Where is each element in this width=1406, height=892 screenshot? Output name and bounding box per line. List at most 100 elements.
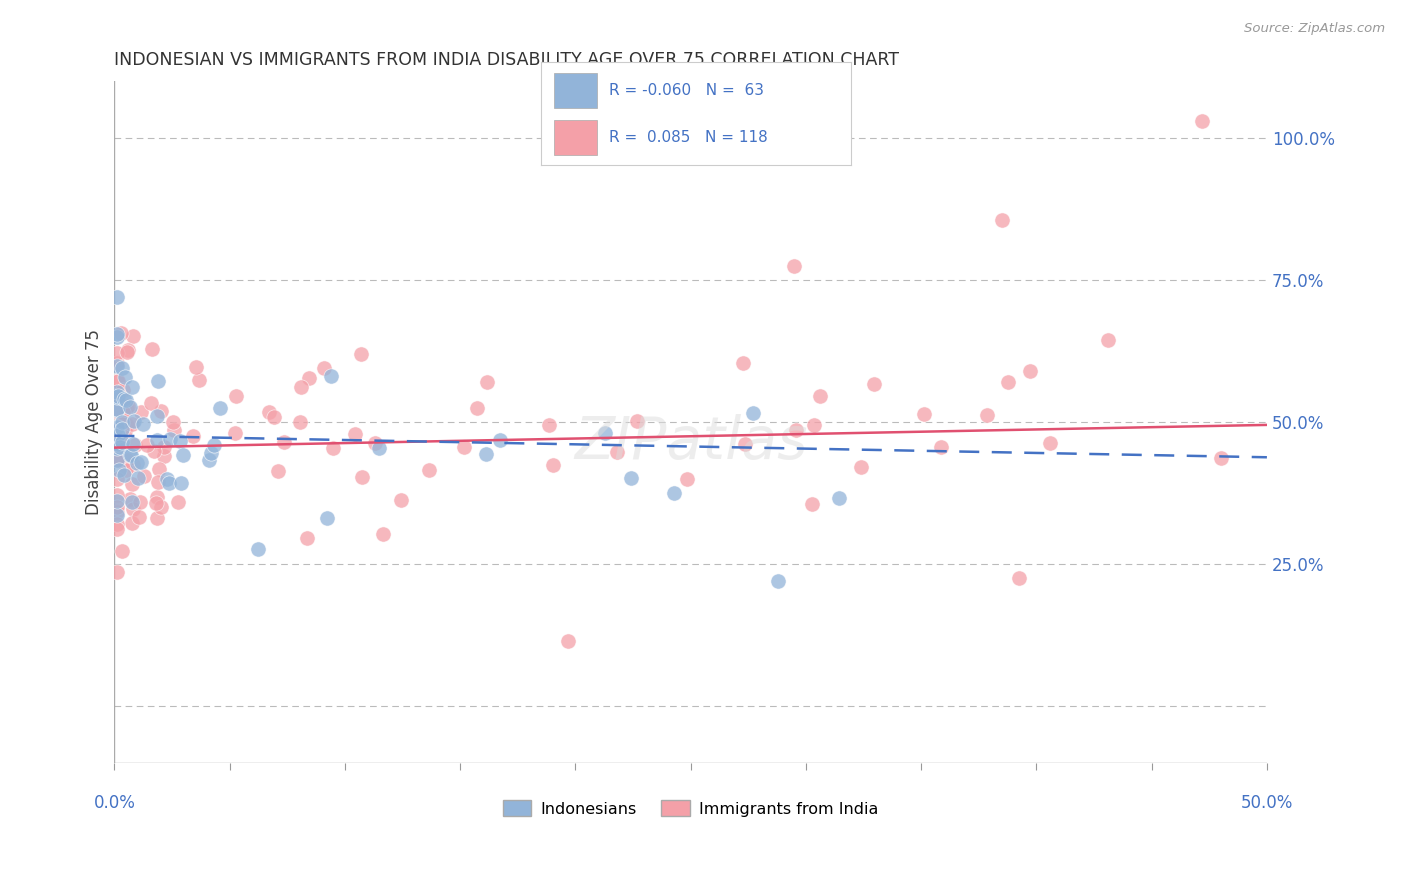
Immigrants from India <box>225 389 247 403</box>
Indonesians <box>159 433 181 447</box>
Immigrants from India <box>128 509 150 524</box>
Immigrants from India <box>1097 334 1119 348</box>
Immigrants from India <box>475 375 498 389</box>
Legend: Indonesians, Immigrants from India: Indonesians, Immigrants from India <box>496 794 886 823</box>
Immigrants from India <box>364 435 387 450</box>
Immigrants from India <box>117 399 139 413</box>
Immigrants from India <box>783 259 806 273</box>
Indonesians <box>107 437 129 451</box>
Immigrants from India <box>808 389 831 403</box>
Y-axis label: Disability Age Over 75: Disability Age Over 75 <box>86 329 103 515</box>
Immigrants from India <box>295 531 318 545</box>
Immigrants from India <box>606 445 628 459</box>
Immigrants from India <box>148 462 170 476</box>
Immigrants from India <box>108 434 131 448</box>
Immigrants from India <box>288 415 311 429</box>
Indonesians <box>108 441 131 455</box>
Immigrants from India <box>322 441 344 455</box>
Immigrants from India <box>105 402 128 417</box>
Indonesians <box>105 403 128 417</box>
Indonesians <box>107 389 129 403</box>
Immigrants from India <box>153 440 176 454</box>
Immigrants from India <box>166 494 188 508</box>
Immigrants from India <box>105 404 128 418</box>
Indonesians <box>319 369 342 384</box>
Immigrants from India <box>184 360 207 375</box>
Immigrants from India <box>912 408 935 422</box>
Immigrants from India <box>263 409 285 424</box>
Indonesians <box>105 401 128 416</box>
Indonesians <box>111 361 134 376</box>
Indonesians <box>742 406 765 420</box>
Indonesians <box>105 508 128 522</box>
Immigrants from India <box>997 375 1019 389</box>
Indonesians <box>105 384 128 399</box>
Immigrants from India <box>110 543 132 558</box>
Immigrants from India <box>350 470 373 484</box>
Immigrants from India <box>105 472 128 486</box>
Indonesians <box>105 453 128 467</box>
Indonesians <box>121 380 143 394</box>
Immigrants from India <box>121 417 143 431</box>
Indonesians <box>170 476 193 491</box>
Immigrants from India <box>675 472 697 486</box>
Indonesians <box>475 447 498 461</box>
Immigrants from India <box>145 496 167 510</box>
Immigrants from India <box>105 488 128 502</box>
Indonesians <box>112 392 135 407</box>
Indonesians <box>105 390 128 404</box>
Indonesians <box>105 327 128 342</box>
Immigrants from India <box>1039 436 1062 450</box>
Text: R = -0.060   N =  63: R = -0.060 N = 63 <box>609 83 765 97</box>
Indonesians <box>172 448 194 462</box>
Immigrants from India <box>141 343 163 357</box>
Immigrants from India <box>107 374 129 388</box>
Indonesians <box>111 415 134 429</box>
Text: 0.0%: 0.0% <box>93 794 135 812</box>
Indonesians <box>198 453 221 467</box>
Indonesians <box>132 417 155 432</box>
Indonesians <box>129 454 152 468</box>
Immigrants from India <box>105 445 128 459</box>
Immigrants from India <box>121 516 143 530</box>
Immigrants from India <box>803 417 825 432</box>
Indonesians <box>246 542 269 557</box>
Immigrants from India <box>1209 450 1232 465</box>
Immigrants from India <box>129 405 152 419</box>
Indonesians <box>202 437 225 451</box>
Indonesians <box>169 434 191 449</box>
Immigrants from India <box>1018 364 1040 378</box>
Indonesians <box>111 435 134 450</box>
Immigrants from India <box>538 417 561 432</box>
Immigrants from India <box>290 380 312 394</box>
Immigrants from India <box>111 383 134 397</box>
Indonesians <box>107 428 129 442</box>
Immigrants from India <box>1007 571 1029 585</box>
Immigrants from India <box>141 396 163 410</box>
FancyBboxPatch shape <box>554 73 598 108</box>
Indonesians <box>118 400 141 414</box>
Indonesians <box>200 445 222 459</box>
Immigrants from India <box>117 453 139 467</box>
Immigrants from India <box>105 500 128 515</box>
Immigrants from India <box>153 449 176 463</box>
Immigrants from India <box>115 401 138 416</box>
Indonesians <box>121 437 143 451</box>
Indonesians <box>125 456 148 470</box>
Indonesians <box>112 467 135 482</box>
Immigrants from India <box>267 464 290 478</box>
Indonesians <box>105 330 128 344</box>
Immigrants from India <box>224 426 246 441</box>
Indonesians <box>620 471 643 485</box>
Immigrants from India <box>111 417 134 432</box>
Immigrants from India <box>273 435 295 450</box>
Text: Source: ZipAtlas.com: Source: ZipAtlas.com <box>1244 22 1385 36</box>
Indonesians <box>146 433 169 447</box>
Immigrants from India <box>146 511 169 525</box>
Indonesians <box>488 434 510 448</box>
Immigrants from India <box>132 469 155 483</box>
Indonesians <box>316 510 339 524</box>
Indonesians <box>127 471 149 485</box>
Immigrants from India <box>149 500 172 515</box>
Immigrants from India <box>105 374 128 388</box>
